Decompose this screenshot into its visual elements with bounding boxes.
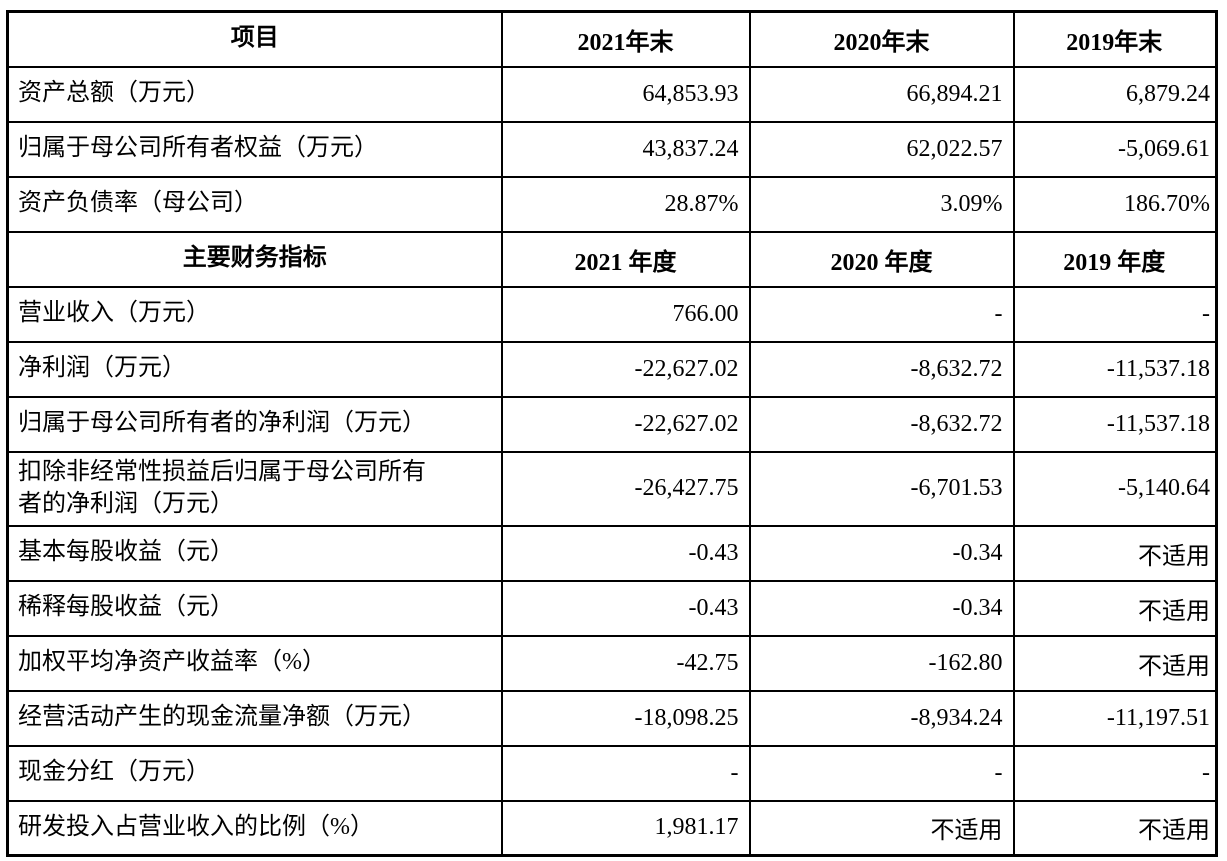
cell-value: -42.75 <box>500 634 751 692</box>
table-row: 资产总额（万元） 64,853.93 66,894.21 6,879.24 <box>6 65 1218 123</box>
section-2-header-row: 主要财务指标 2021 年度 2020 年度 2019 年度 <box>6 230 1218 288</box>
cell-value: 62,022.57 <box>748 120 1015 178</box>
table-row: 研发投入占营业收入的比例（%） 1,981.17 不适用 不适用 <box>6 799 1218 857</box>
table-row: 加权平均净资产收益率（%） -42.75 -162.80 不适用 <box>6 634 1218 692</box>
table-row: 基本每股收益（元） -0.43 -0.34 不适用 <box>6 524 1218 582</box>
year-column-header: 2020 年度 <box>748 230 1015 288</box>
row-label: 资产总额（万元） <box>6 65 503 123</box>
cell-value: 不适用 <box>1012 579 1218 637</box>
financial-summary-table: 项目 2021年末 2020年末 2019年末 资产总额（万元） 64,853.93 66,… <box>6 10 1218 857</box>
year-column-header: 2019年末 <box>1012 10 1218 68</box>
table-row: 归属于母公司所有者的净利润（万元） -22,627.02 -8,632.72 -11,… <box>6 395 1218 453</box>
cell-value: -18,098.25 <box>500 689 751 747</box>
cell-value: - <box>748 744 1015 802</box>
cell-value: 6,879.24 <box>1012 65 1218 123</box>
cell-value: 3.09% <box>748 175 1015 233</box>
section-header-label: 项目 <box>6 10 503 68</box>
table-row: 扣除非经常性损益后归属于母公司所有 者的净利润（万元） -26,427.75 -6,… <box>6 450 1218 527</box>
cell-value: - <box>1012 285 1218 343</box>
section-header-label: 主要财务指标 <box>6 230 503 288</box>
row-label: 归属于母公司所有者的净利润（万元） <box>6 395 503 453</box>
cell-value: -8,632.72 <box>748 340 1015 398</box>
cell-value: -11,537.18 <box>1012 395 1218 453</box>
row-label: 扣除非经常性损益后归属于母公司所有 者的净利润（万元） <box>6 450 503 527</box>
table-row: 稀释每股收益（元） -0.43 -0.34 不适用 <box>6 579 1218 637</box>
cell-value: -22,627.02 <box>500 340 751 398</box>
year-column-header: 2019 年度 <box>1012 230 1218 288</box>
cell-value: 28.87% <box>500 175 751 233</box>
cell-value: 1,981.17 <box>500 799 751 857</box>
cell-value: -8,632.72 <box>748 395 1015 453</box>
row-label: 净利润（万元） <box>6 340 503 398</box>
table-row: 营业收入（万元） 766.00- - <box>6 285 1218 343</box>
cell-value: - <box>748 285 1015 343</box>
row-label: 加权平均净资产收益率（%） <box>6 634 503 692</box>
cell-value: -26,427.75 <box>500 450 751 527</box>
year-column-header: 2021 年度 <box>500 230 751 288</box>
cell-value: -6,701.53 <box>748 450 1015 527</box>
cell-value: -8,934.24 <box>748 689 1015 747</box>
row-label: 经营活动产生的现金流量净额（万元） <box>6 689 503 747</box>
row-label: 稀释每股收益（元） <box>6 579 503 637</box>
row-label: 资产负债率（母公司） <box>6 175 503 233</box>
financial-table-body: 项目 2021年末 2020年末 2019年末 资产总额（万元） 64,853.93 66,… <box>6 10 1218 857</box>
cell-value: -0.34 <box>748 524 1015 582</box>
cell-value: -0.43 <box>500 524 751 582</box>
section-1-header-row: 项目 2021年末 2020年末 2019年末 <box>6 10 1218 68</box>
table-row: 经营活动产生的现金流量净额（万元） -18,098.25 -8,934.24 -11,… <box>6 689 1218 747</box>
row-label: 营业收入（万元） <box>6 285 503 343</box>
cell-value: -162.80 <box>748 634 1015 692</box>
cell-value: 不适用 <box>1012 799 1218 857</box>
cell-value: -11,537.18 <box>1012 340 1218 398</box>
cell-value: 186.70% <box>1012 175 1218 233</box>
cell-value: - <box>1012 744 1218 802</box>
row-label: 归属于母公司所有者权益（万元） <box>6 120 503 178</box>
cell-value: 不适用 <box>1012 634 1218 692</box>
cell-value: -0.43 <box>500 579 751 637</box>
cell-value: -22,627.02 <box>500 395 751 453</box>
cell-value: -0.34 <box>748 579 1015 637</box>
cell-value: - <box>500 744 751 802</box>
cell-value: 不适用 <box>748 799 1015 857</box>
row-label: 基本每股收益（元） <box>6 524 503 582</box>
row-label: 研发投入占营业收入的比例（%） <box>6 799 503 857</box>
cell-value: -5,140.64 <box>1012 450 1218 527</box>
cell-value: -11,197.51 <box>1012 689 1218 747</box>
year-column-header: 2020年末 <box>748 10 1015 68</box>
cell-value: 64,853.93 <box>500 65 751 123</box>
cell-value: 66,894.21 <box>748 65 1015 123</box>
cell-value: -5,069.61 <box>1012 120 1218 178</box>
cell-value: 766.00 <box>500 285 751 343</box>
table-row: 资产负债率（母公司） 28.87% 3.09% 186.70% <box>6 175 1218 233</box>
cell-value: 不适用 <box>1012 524 1218 582</box>
table-row: 现金分红（万元） - - - <box>6 744 1218 802</box>
row-label: 现金分红（万元） <box>6 744 503 802</box>
year-column-header: 2021年末 <box>500 10 751 68</box>
table-row: 净利润（万元） -22,627.02 -8,632.72 -11,537.18 <box>6 340 1218 398</box>
cell-value: 43,837.24 <box>500 120 751 178</box>
table-row: 归属于母公司所有者权益（万元） 43,837.24 62,022.57 -5,069.… <box>6 120 1218 178</box>
